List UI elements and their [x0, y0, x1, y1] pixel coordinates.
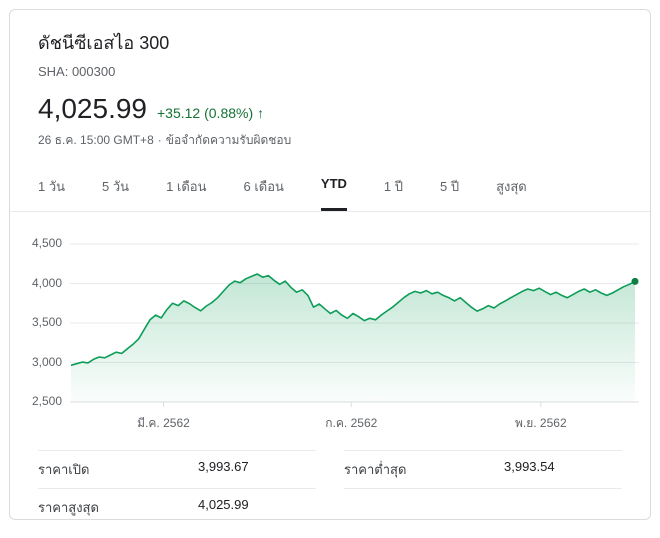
stat-label: ราคาสูงสุด [38, 500, 99, 515]
y-axis-label: 4,000 [31, 275, 62, 290]
stat-value: 3,993.54 [504, 459, 555, 474]
time-range-tabs: 1 วัน 5 วัน 1 เดือน 6 เดือน YTD 1 ปี 5 ป… [10, 164, 650, 212]
price-row: 4,025.99 +35.12 (0.88%) ↑ [38, 95, 622, 123]
x-axis-label: มี.ค. 2562 [137, 416, 190, 430]
tab-max[interactable]: สูงสุด [496, 179, 527, 194]
stock-title: ดัชนีซีเอสไอ 300 [38, 33, 170, 53]
stat-value: 3,993.67 [198, 459, 249, 474]
quote-header: ดัชนีซีเอสไอ 300 SHA: 000300 4,025.99 +3… [10, 10, 650, 150]
stat-label: ราคาต่ำสุด [344, 462, 407, 477]
tab-5-year[interactable]: 5 ปี [440, 179, 460, 194]
exchange-symbol: SHA: 000300 [38, 64, 116, 79]
stats-table: ราคาเปิด 3,993.67 ราคาต่ำสุด 3,993.54 รา… [38, 450, 622, 519]
tab-6-month[interactable]: 6 เดือน [243, 179, 284, 194]
price-chart[interactable]: 4,500 4,000 3,500 3,000 2,500 มี.ค. 2562… [10, 222, 650, 440]
quote-timestamp: 26 ธ.ค. 15:00 GMT+8 · ข้อจำกัดความรับผิดชอ… [38, 131, 622, 150]
stat-value: 4,025.99 [198, 497, 249, 512]
y-axis-label: 3,500 [31, 315, 62, 329]
quote-time: 26 ธ.ค. 15:00 GMT+8 [38, 133, 154, 147]
tab-1-month[interactable]: 1 เดือน [166, 179, 207, 194]
tab-1-year[interactable]: 1 ปี [383, 179, 403, 194]
price-chart-svg[interactable] [70, 238, 640, 414]
y-axis-label: 4,500 [31, 236, 62, 250]
current-price: 4,025.99 [38, 93, 147, 124]
tab-ytd[interactable]: YTD [320, 164, 347, 211]
disclaimer-link[interactable]: ข้อจำกัดความรับผิดชอบ [165, 133, 292, 147]
up-arrow-icon: ↑ [257, 105, 265, 121]
y-axis-label: 3,000 [31, 354, 62, 369]
y-axis-label: 2,500 [31, 394, 62, 408]
x-axis-label: ก.ค. 2562 [325, 416, 378, 430]
tab-1-day[interactable]: 1 วัน [38, 179, 66, 194]
stat-row-empty [344, 488, 622, 519]
price-change: +35.12 (0.88%) [157, 105, 254, 121]
stat-row-low: ราคาต่ำสุด 3,993.54 [344, 450, 622, 488]
stat-row-high: ราคาสูงสุด 4,025.99 [38, 488, 316, 519]
dot-separator: · [157, 133, 162, 147]
x-axis-label: พ.ย. 2562 [514, 416, 567, 430]
tab-5-day[interactable]: 5 วัน [102, 179, 130, 194]
stock-quote-widget: ดัชนีซีเอสไอ 300 SHA: 000300 4,025.99 +3… [9, 9, 651, 520]
stat-label: ราคาเปิด [38, 462, 90, 477]
stat-row-open: ราคาเปิด 3,993.67 [38, 450, 316, 488]
